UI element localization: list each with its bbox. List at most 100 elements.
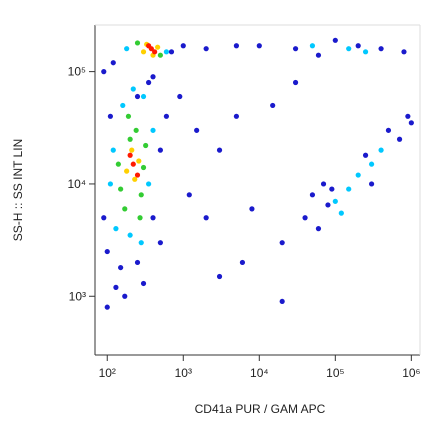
point [203,215,209,221]
point [338,210,344,216]
point [401,49,407,55]
point [233,43,240,49]
point [325,202,331,208]
point [292,79,299,86]
point [122,206,128,212]
point [309,192,316,198]
point [118,264,124,271]
point [124,168,130,174]
point [368,181,375,187]
point [113,226,119,232]
point [355,43,361,49]
point [177,93,183,100]
point [143,142,149,149]
point [120,102,126,109]
point [150,215,156,221]
point [127,136,133,142]
point [140,93,147,100]
point [115,161,121,167]
y-tick-label: 10⁴ [67,177,86,191]
x-tick-label: 10⁴ [250,366,269,380]
point [134,93,141,100]
point [279,298,285,305]
point [137,215,143,221]
point [127,232,133,238]
x-tick-label: 10⁶ [402,366,420,380]
y-axis-title: SS-H :: SS INT LIN [11,139,25,241]
point [140,164,147,171]
point [302,215,308,221]
point [216,147,223,153]
point [101,69,107,75]
point [362,49,369,55]
point [146,79,152,86]
point [140,49,147,55]
point [329,186,335,192]
point [186,192,192,198]
point [133,127,139,133]
point [355,172,361,178]
point [136,158,142,164]
point [146,181,152,187]
point [104,304,110,310]
point [110,147,116,153]
y-tick-label: 10⁵ [68,65,86,79]
point [118,186,124,192]
point [138,192,144,198]
point [107,113,113,119]
point [146,43,152,49]
x-tick-label: 10² [99,366,116,380]
point [107,181,113,187]
point [385,127,392,133]
point [279,240,285,246]
point [180,43,186,49]
point [124,46,130,52]
point [113,284,119,290]
point [122,293,128,299]
point [233,113,240,119]
point [134,40,141,46]
point [157,240,163,246]
point [127,152,133,158]
x-tick-label: 10³ [175,366,192,380]
point [309,43,316,49]
point [132,176,138,182]
point [163,49,170,55]
point [408,120,414,126]
point [168,49,175,55]
point [140,280,147,287]
point [332,37,338,43]
point [346,46,352,52]
point [362,152,369,158]
x-tick-label: 10⁵ [326,366,344,380]
point [194,127,200,133]
point [130,86,136,92]
y-tick-label: 10³ [69,289,86,303]
point [101,215,107,221]
point [315,226,322,232]
point [203,46,209,52]
point [163,113,170,119]
point [150,74,156,80]
point [256,43,262,49]
point [134,172,141,178]
point [150,127,156,133]
point [320,181,327,187]
point [130,161,136,167]
point [405,113,411,119]
point [346,186,352,192]
point [129,147,135,153]
point [239,259,246,266]
point [270,102,276,109]
point [138,240,144,246]
point [152,49,158,55]
point [110,60,116,66]
point [216,273,223,280]
point [368,161,375,167]
point [315,52,322,58]
point [104,248,110,255]
point [378,147,384,153]
point [396,136,403,142]
